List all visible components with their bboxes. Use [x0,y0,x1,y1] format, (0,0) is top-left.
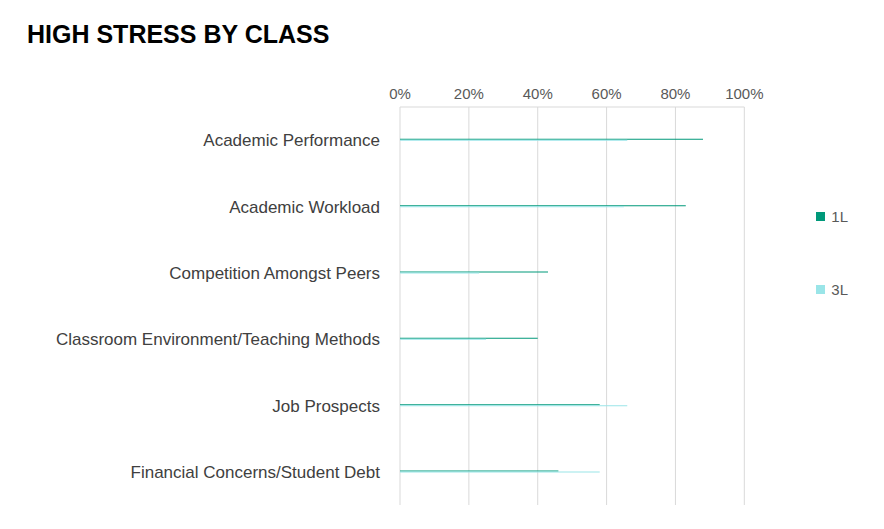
svg-text:60%: 60% [592,85,622,102]
svg-text:80%: 80% [660,85,690,102]
svg-text:20%: 20% [454,85,484,102]
svg-text:Competition Amongst Peers: Competition Amongst Peers [169,264,380,283]
svg-text:Academic Workload: Academic Workload [229,198,380,217]
html-text:3L: 3L [831,281,848,298]
html-text:1L: 1L [831,208,848,225]
svg-text:Academic Performance: Academic Performance [203,131,380,150]
html-text:HIGH STRESS BY CLASS: HIGH STRESS BY CLASS [27,20,330,48]
svg-text:Classroom Environment/Teaching: Classroom Environment/Teaching Methods [56,330,380,349]
svg-text:100%: 100% [725,85,763,102]
svg-text:0%: 0% [389,85,411,102]
svg-text:Job Prospects: Job Prospects [272,397,380,416]
svg-text:40%: 40% [523,85,553,102]
svg-text:Financial Concerns/Student Deb: Financial Concerns/Student Debt [131,463,381,482]
